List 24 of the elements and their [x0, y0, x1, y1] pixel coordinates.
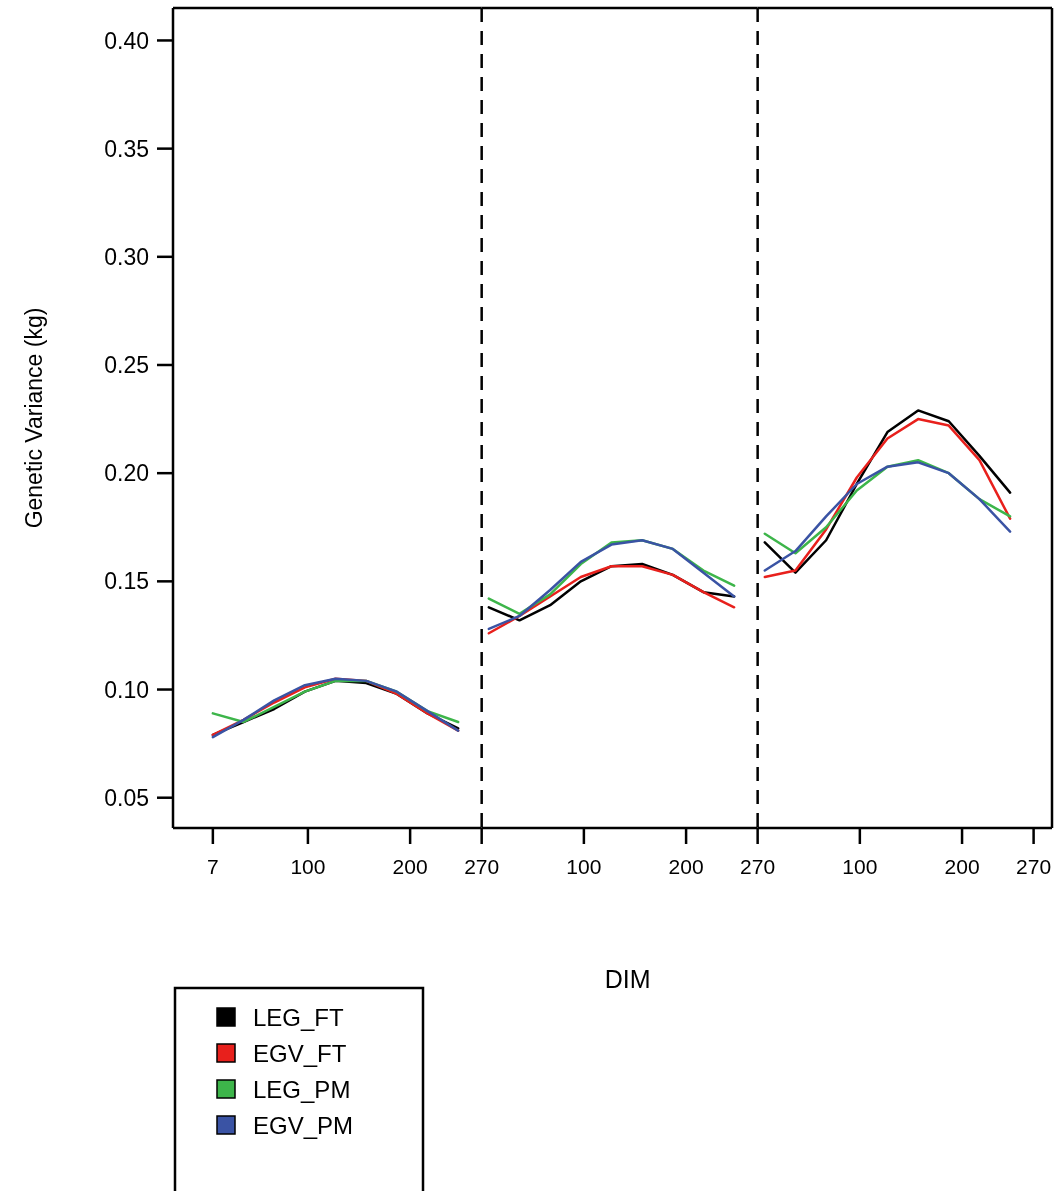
x-tick-label: 200: [944, 855, 980, 878]
y-tick-label: 0.10: [104, 676, 149, 703]
x-tick-label: 270: [1016, 855, 1052, 878]
x-tick-label: 7: [207, 855, 219, 878]
legend-label: EGV_FT: [253, 1040, 347, 1068]
y-tick-label: 0.35: [104, 135, 149, 162]
x-tick-label: 200: [392, 855, 428, 878]
y-axis-title: Genetic Variance (kg): [21, 307, 47, 529]
legend-label: LEG_PM: [253, 1076, 351, 1104]
y-tick-label: 0.40: [104, 27, 149, 54]
legend-label: LEG_FT: [253, 1004, 345, 1032]
x-tick-label: 100: [842, 855, 878, 878]
y-tick-label: 0.30: [104, 243, 149, 270]
legend-label: EGV_PM: [253, 1112, 354, 1140]
x-tick-label: 100: [290, 855, 326, 878]
x-tick-label: 270: [464, 855, 500, 878]
x-axis-title: DIM: [604, 965, 651, 993]
x-tick-label: 100: [566, 855, 602, 878]
y-tick-label: 0.20: [104, 460, 149, 487]
x-tick-label: 270: [740, 855, 776, 878]
y-tick-label: 0.25: [104, 352, 149, 379]
x-tick-label: 200: [668, 855, 704, 878]
y-tick-label: 0.05: [104, 784, 149, 811]
y-tick-label: 0.15: [104, 568, 149, 595]
